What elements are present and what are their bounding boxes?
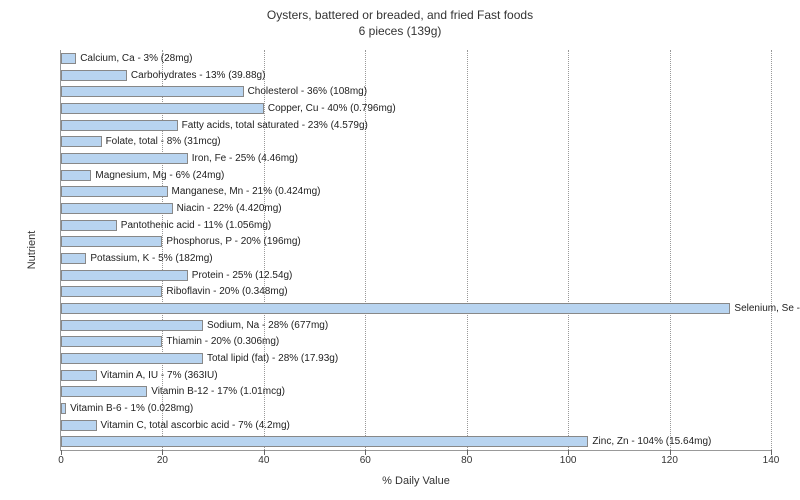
nutrient-bar	[61, 170, 91, 181]
x-tick-label: 140	[763, 455, 780, 466]
nutrient-bar	[61, 236, 162, 247]
title-line1: Oysters, battered or breaded, and fried …	[267, 8, 533, 22]
nutrient-bar	[61, 103, 264, 114]
nutrient-bar	[61, 403, 66, 414]
nutrient-bar-label: Vitamin A, IU - 7% (363IU)	[101, 370, 218, 381]
x-tick-label: 100	[560, 455, 577, 466]
title-line2: 6 pieces (139g)	[359, 24, 442, 38]
nutrient-bar	[61, 253, 86, 264]
nutrient-bar	[61, 353, 203, 364]
nutrient-bar-label: Sodium, Na - 28% (677mg)	[207, 320, 328, 331]
x-tick-label: 20	[157, 455, 168, 466]
nutrient-bar	[61, 420, 97, 431]
nutrient-bar-label: Riboflavin - 20% (0.348mg)	[166, 286, 287, 297]
nutrient-bar-label: Zinc, Zn - 104% (15.64mg)	[592, 436, 711, 447]
nutrient-bar	[61, 53, 76, 64]
x-tick-label: 60	[360, 455, 371, 466]
gridline	[467, 50, 468, 450]
gridline	[568, 50, 569, 450]
nutrient-bar	[61, 120, 178, 131]
nutrient-bar-label: Calcium, Ca - 3% (28mg)	[80, 53, 192, 64]
nutrient-bar	[61, 320, 203, 331]
nutrient-bar	[61, 370, 97, 381]
nutrient-chart: Oysters, battered or breaded, and fried …	[0, 0, 800, 500]
nutrient-bar	[61, 386, 147, 397]
nutrient-bar	[61, 153, 188, 164]
x-tick-label: 80	[461, 455, 472, 466]
nutrient-bar-label: Selenium, Se - 132% (92.2mcg)	[734, 303, 800, 314]
x-axis-label: % Daily Value	[382, 475, 450, 487]
nutrient-bar	[61, 336, 162, 347]
nutrient-bar-label: Thiamin - 20% (0.306mg)	[166, 336, 279, 347]
nutrient-bar-label: Copper, Cu - 40% (0.796mg)	[268, 103, 396, 114]
nutrient-bar-label: Fatty acids, total saturated - 23% (4.57…	[182, 120, 368, 131]
nutrient-bar-label: Iron, Fe - 25% (4.46mg)	[192, 153, 298, 164]
nutrient-bar	[61, 270, 188, 281]
nutrient-bar	[61, 86, 244, 97]
nutrient-bar-label: Vitamin B-6 - 1% (0.028mg)	[70, 403, 193, 414]
nutrient-bar	[61, 186, 168, 197]
nutrient-bar-label: Pantothenic acid - 11% (1.056mg)	[121, 220, 271, 231]
nutrient-bar	[61, 203, 173, 214]
plot-area: Nutrient % Daily Value 02040608010012014…	[60, 50, 771, 451]
nutrient-bar	[61, 220, 117, 231]
nutrient-bar-label: Folate, total - 8% (31mcg)	[106, 136, 221, 147]
gridline	[771, 50, 772, 450]
gridline	[670, 50, 671, 450]
nutrient-bar-label: Carbohydrates - 13% (39.88g)	[131, 70, 266, 81]
nutrient-bar	[61, 136, 102, 147]
nutrient-bar-label: Total lipid (fat) - 28% (17.93g)	[207, 353, 338, 364]
nutrient-bar-label: Cholesterol - 36% (108mg)	[248, 86, 368, 97]
nutrient-bar-label: Protein - 25% (12.54g)	[192, 270, 293, 281]
nutrient-bar-label: Phosphorus, P - 20% (196mg)	[166, 236, 300, 247]
chart-title: Oysters, battered or breaded, and fried …	[0, 0, 800, 39]
nutrient-bar	[61, 286, 162, 297]
nutrient-bar-label: Vitamin B-12 - 17% (1.01mcg)	[151, 386, 285, 397]
nutrient-bar-label: Potassium, K - 5% (182mg)	[90, 253, 212, 264]
nutrient-bar-label: Manganese, Mn - 21% (0.424mg)	[172, 186, 321, 197]
nutrient-bar-label: Magnesium, Mg - 6% (24mg)	[95, 170, 224, 181]
nutrient-bar-label: Vitamin C, total ascorbic acid - 7% (4.2…	[101, 420, 290, 431]
nutrient-bar-label: Niacin - 22% (4.420mg)	[177, 203, 282, 214]
x-tick-label: 120	[661, 455, 678, 466]
y-axis-label: Nutrient	[26, 231, 38, 270]
nutrient-bar	[61, 436, 588, 447]
x-tick-label: 0	[58, 455, 64, 466]
nutrient-bar	[61, 303, 730, 314]
nutrient-bar	[61, 70, 127, 81]
x-tick-label: 40	[258, 455, 269, 466]
